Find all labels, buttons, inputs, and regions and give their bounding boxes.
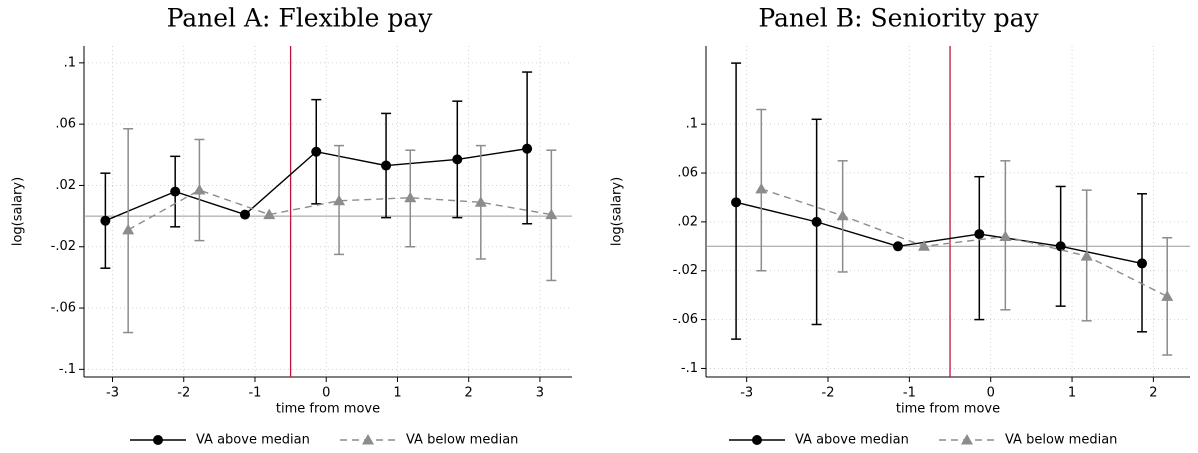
x-tick-label: -3 — [740, 386, 753, 401]
legend-label: VA above median — [196, 433, 310, 448]
marker — [836, 209, 849, 221]
y-tick-label: -.02 — [51, 239, 76, 254]
marker — [170, 186, 181, 197]
legend-marker — [362, 434, 374, 445]
legend-label: VA above median — [795, 433, 909, 448]
marker — [452, 154, 463, 165]
x-tick-label: 2 — [1149, 386, 1157, 401]
marker — [193, 184, 206, 195]
y-tick-label: .06 — [677, 166, 698, 181]
y-axis-label: log(salary) — [610, 177, 625, 246]
y-tick-label: -.1 — [59, 362, 76, 377]
chart-title: Panel B: Seniority pay — [758, 4, 1039, 33]
marker — [999, 230, 1012, 242]
marker — [974, 229, 985, 240]
series-line — [735, 201, 1143, 265]
y-tick-label: -.1 — [681, 361, 698, 376]
marker — [100, 215, 111, 226]
chart-title: Panel A: Flexible pay — [167, 4, 434, 33]
x-tick-label: -1 — [903, 386, 916, 401]
x-tick-label: 3 — [536, 386, 544, 401]
marker — [333, 194, 346, 206]
marker — [1161, 290, 1174, 301]
marker — [731, 197, 742, 208]
y-tick-label: -.06 — [673, 312, 698, 327]
marker — [311, 146, 322, 157]
series-line — [761, 188, 1168, 298]
x-axis-label: time from move — [276, 402, 380, 417]
marker — [1080, 250, 1093, 261]
legend-label: VA below median — [1005, 433, 1117, 448]
x-axis-label: time from move — [896, 402, 1000, 417]
x-tick-label: 1 — [393, 386, 401, 401]
marker — [918, 240, 931, 251]
x-tick-label: 2 — [465, 386, 473, 401]
marker — [892, 241, 903, 252]
marker — [263, 208, 276, 220]
marker — [122, 223, 135, 235]
marker — [811, 216, 822, 227]
marker — [545, 208, 558, 220]
x-tick-label: -2 — [177, 386, 190, 401]
x-tick-label: -3 — [106, 386, 119, 401]
marker — [522, 143, 533, 154]
legend-marker — [961, 434, 973, 445]
y-tick-label: -.06 — [51, 301, 76, 316]
marker — [1137, 258, 1148, 269]
y-tick-label: .1 — [686, 117, 698, 132]
y-tick-label: .02 — [677, 214, 698, 229]
marker — [404, 191, 417, 203]
marker — [381, 160, 392, 171]
marker — [474, 196, 487, 207]
x-tick-label: 1 — [1068, 386, 1076, 401]
error-bar — [974, 175, 985, 321]
x-tick-label: 0 — [987, 386, 995, 401]
marker — [1055, 241, 1066, 252]
x-tick-label: 0 — [322, 386, 330, 401]
x-tick-label: -1 — [248, 386, 261, 401]
legend-marker — [752, 435, 762, 445]
legend-label: VA below median — [406, 433, 518, 448]
x-tick-label: -2 — [822, 386, 835, 401]
y-axis-label: log(salary) — [11, 177, 26, 246]
y-tick-label: -.02 — [673, 263, 698, 278]
y-tick-label: .06 — [55, 117, 76, 132]
legend-marker — [153, 435, 163, 445]
y-tick-label: .02 — [55, 178, 76, 193]
marker — [755, 182, 768, 194]
marker — [240, 209, 251, 220]
y-tick-label: .1 — [64, 55, 76, 70]
